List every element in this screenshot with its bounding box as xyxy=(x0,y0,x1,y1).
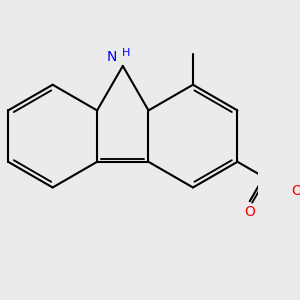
Text: H: H xyxy=(122,47,130,58)
Text: N: N xyxy=(107,50,117,64)
Text: O: O xyxy=(244,205,255,219)
Text: O: O xyxy=(291,184,300,198)
